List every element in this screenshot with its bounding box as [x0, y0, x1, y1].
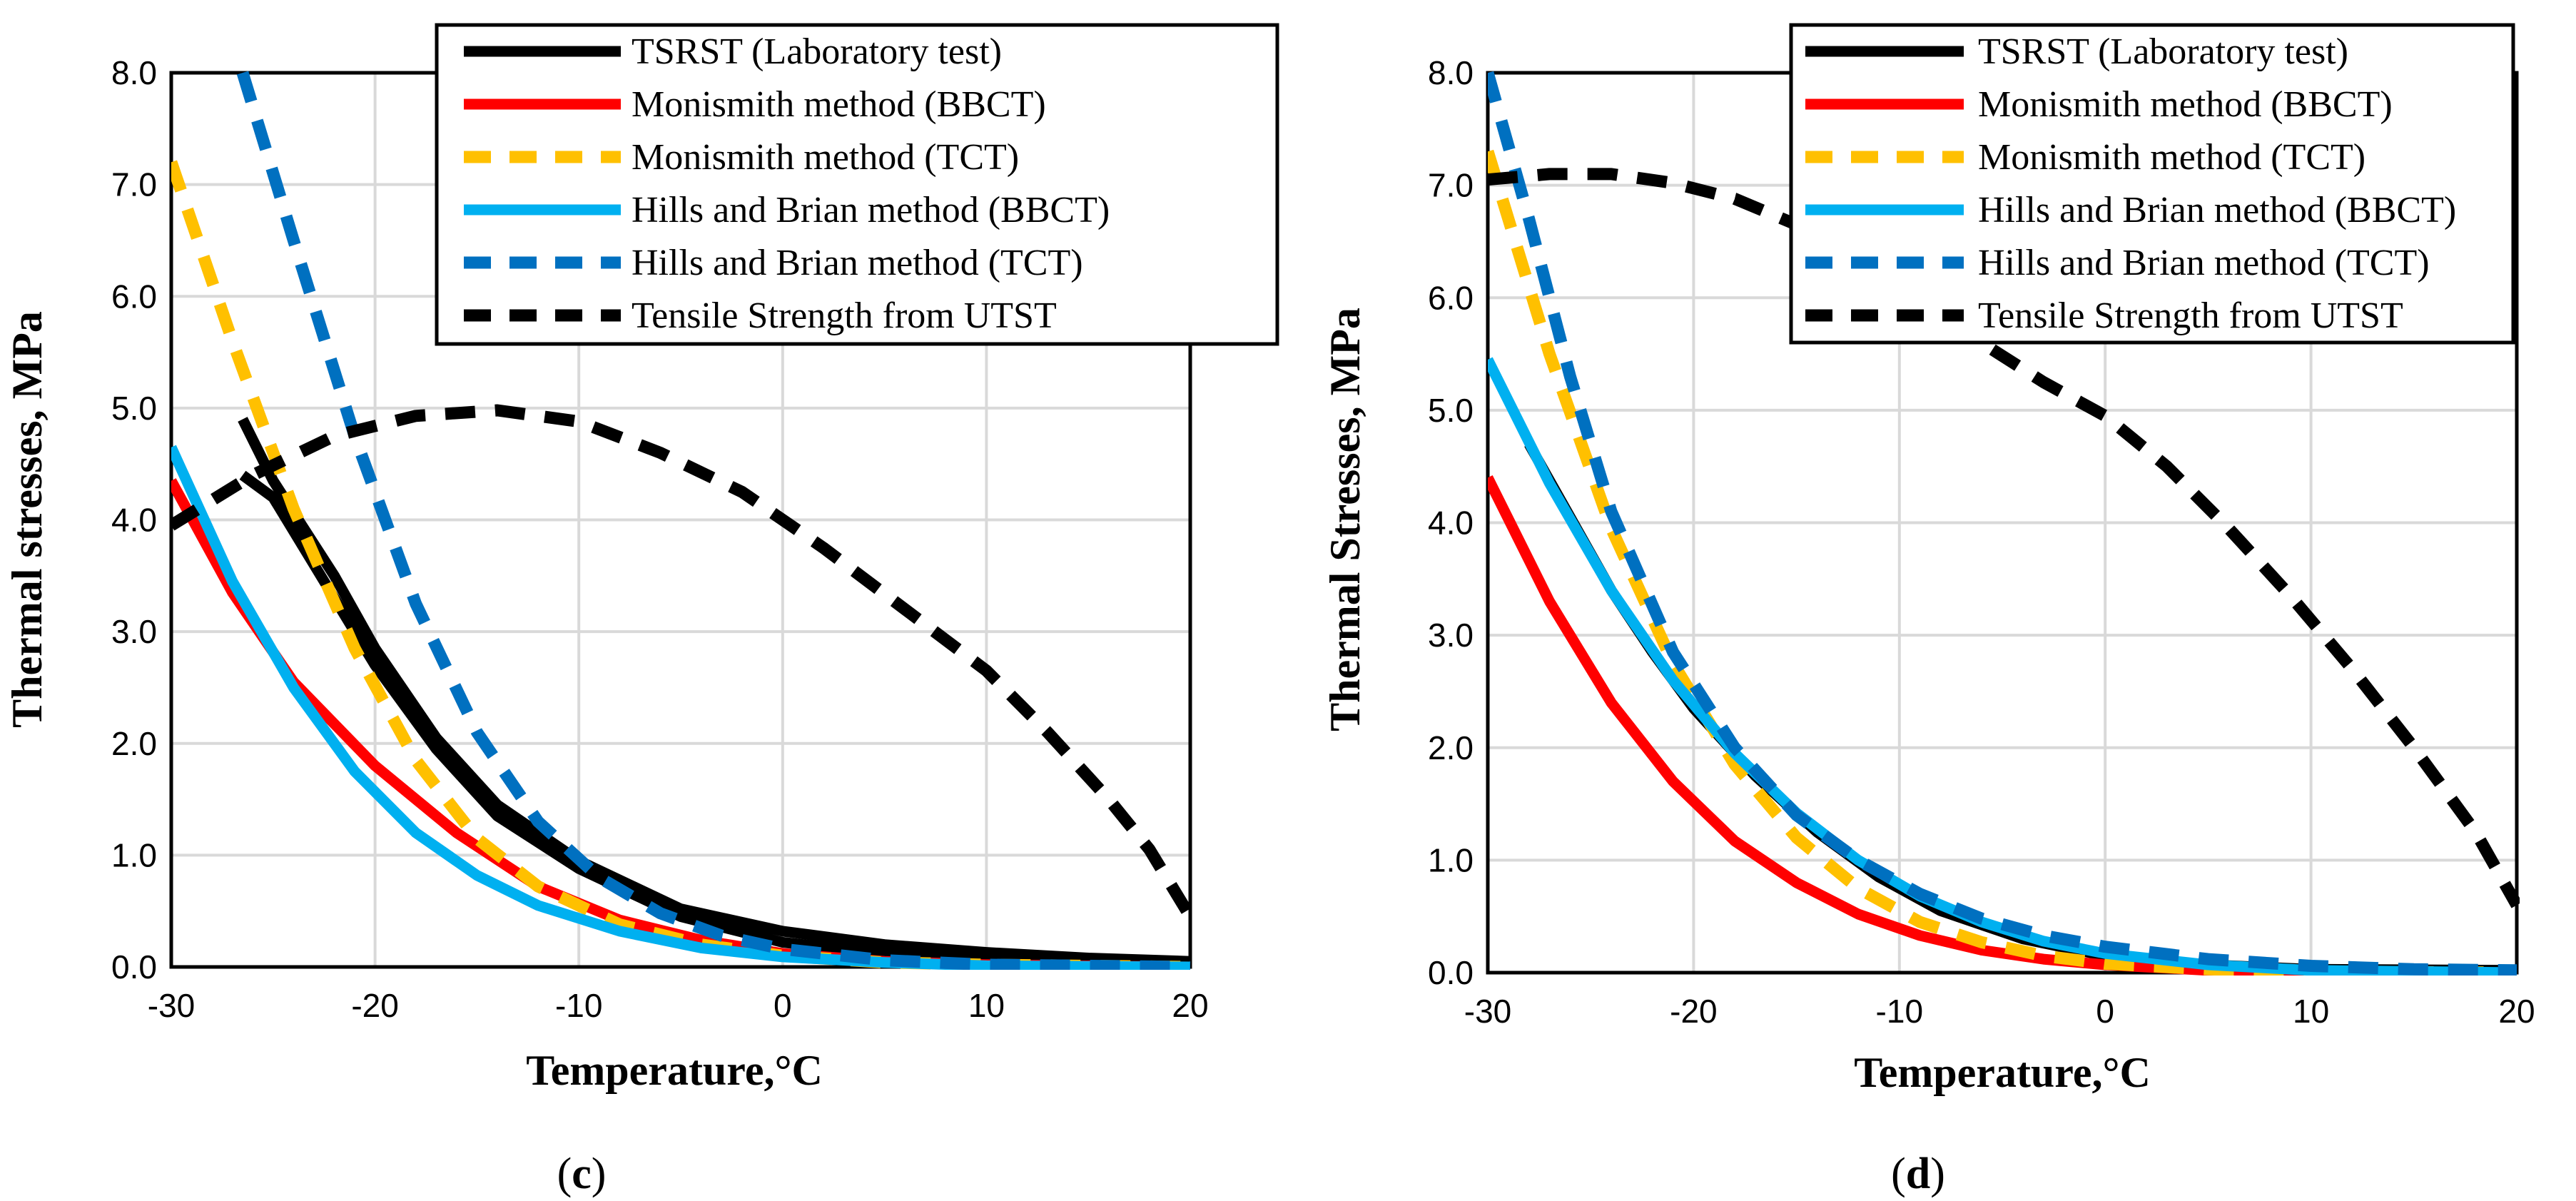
series-line-monismith-tct — [1488, 149, 2517, 976]
x-tick-label: -10 — [555, 987, 602, 1024]
legend-label: Hills and Brian method (TCT) — [632, 243, 1083, 283]
y-tick-label: 4.0 — [1428, 505, 1474, 542]
y-tick-label: 3.0 — [111, 613, 157, 650]
series-line-monismith-bbct — [1488, 475, 2517, 976]
series-line-tsrst — [239, 470, 1191, 970]
y-tick-label: 6.0 — [111, 278, 157, 315]
y-axis-title: Thermal Stresses, MPa — [1322, 308, 1369, 731]
x-tick-label: 10 — [2293, 993, 2329, 1030]
y-tick-label: 7.0 — [111, 166, 157, 203]
series-line-hills-tct — [1488, 71, 2517, 976]
legend-label: Hills and Brian method (BBCT) — [1978, 190, 2456, 230]
legend-label: Monismith method (TCT) — [632, 137, 1019, 178]
x-tick-label: 20 — [2498, 993, 2535, 1030]
x-tick-label: 20 — [1172, 987, 1208, 1024]
y-tick-label: 3.0 — [1428, 617, 1474, 654]
x-axis-title: Temperature,°C — [1854, 1049, 2151, 1096]
x-tick-label: -20 — [1670, 993, 1717, 1030]
x-tick-label: -30 — [1464, 993, 1511, 1030]
x-tick-label: -30 — [148, 987, 195, 1024]
series-line-hills-bbct — [171, 445, 1191, 970]
legend-label: Monismith method (BBCT) — [1978, 84, 2393, 125]
legend-box — [435, 23, 1279, 346]
legend: TSRST (Laboratory test) Monismith method … — [1789, 23, 2515, 345]
y-tick-label: 5.0 — [1428, 392, 1474, 429]
y-tick-label: 6.0 — [1428, 279, 1474, 316]
legend-label: Hills and Brian method (TCT) — [1978, 243, 2430, 283]
series-line-tensile — [1488, 168, 2520, 908]
y-tick-label: 2.0 — [111, 725, 157, 762]
x-tick-label: -10 — [1876, 993, 1923, 1030]
y-tick-label: 5.0 — [111, 390, 157, 427]
chart-panel-c: -30 -20 -10 0 10 20 0.0 1.0 2.0 3.0 4.0 5.0 6.0 7.0 8.… — [4, 23, 1279, 1198]
series-line-tsrst — [238, 417, 1191, 967]
series-group — [1488, 71, 2520, 976]
panel-label: (c) — [557, 1150, 607, 1198]
x-tick-label: -20 — [351, 987, 398, 1024]
y-tick-label: 7.0 — [1428, 167, 1474, 204]
legend-label: Tensile Strength from UTST — [1978, 295, 2403, 336]
y-tick-label: 4.0 — [111, 502, 157, 539]
y-tick-label: 8.0 — [1428, 54, 1474, 91]
legend-label: Tensile Strength from UTST — [632, 295, 1057, 336]
y-tick-label: 2.0 — [1428, 729, 1474, 766]
y-tick-label: 1.0 — [111, 836, 157, 873]
series-line-hills-bbct — [1488, 357, 2517, 976]
x-tick-label: 0 — [2096, 993, 2114, 1030]
legend-label: Monismith method (BBCT) — [632, 84, 1046, 125]
y-tick-label: 8.0 — [111, 54, 157, 91]
y-tick-label: 0.0 — [1428, 954, 1474, 991]
legend-label: Hills and Brian method (BBCT) — [632, 190, 1110, 230]
chart-panel-d: -30 -20 -10 0 10 20 0.0 1.0 2.0 3.0 4.0 5.0 6.0 7.0 8.… — [1322, 23, 2535, 1198]
series-group — [171, 71, 1193, 970]
y-axis-title: Thermal stresses, MPa — [4, 311, 51, 728]
legend-label: TSRST (Laboratory test) — [632, 31, 1002, 72]
legend-label: Monismith method (TCT) — [1978, 137, 2365, 178]
legend-label: TSRST (Laboratory test) — [1978, 31, 2348, 72]
x-tick-label: 0 — [774, 987, 792, 1024]
legend-box — [1789, 23, 2515, 345]
x-tick-label: 10 — [968, 987, 1005, 1024]
panel-label: (d) — [1891, 1150, 1945, 1198]
y-tick-label: 0.0 — [111, 948, 157, 985]
y-tick-label: 1.0 — [1428, 841, 1474, 878]
series-line-tensile — [171, 404, 1193, 920]
x-axis-title: Temperature,°C — [526, 1047, 823, 1094]
series-line-monismith-tct — [171, 160, 1191, 970]
legend: TSRST (Laboratory test) Monismith method … — [435, 23, 1279, 346]
